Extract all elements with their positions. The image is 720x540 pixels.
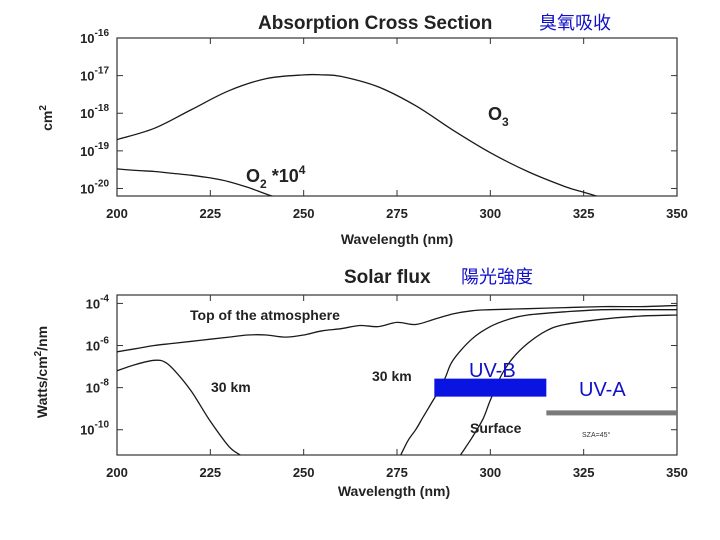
uv-b-band xyxy=(434,378,547,397)
series-label-o3: O3 xyxy=(488,104,509,129)
x-tick-label: 275 xyxy=(386,206,408,221)
solar-flux-panel: Solar flux 陽光強度 10-4 10-6 10-8 10-10 200 225… xyxy=(33,267,688,499)
chart-title: Solar flux xyxy=(344,267,431,288)
x-tick-label: 275 xyxy=(386,465,408,480)
y-tick-label: 10-16 xyxy=(80,28,109,46)
x-axis: 200 225 250 275 300 325 350 xyxy=(106,38,688,221)
series-line-30km xyxy=(400,308,677,455)
y-axis-label: Watts/cm2/nm xyxy=(33,326,50,418)
series-line-surface xyxy=(459,314,677,455)
series-line-30km-left xyxy=(117,359,241,455)
x-tick-label: 225 xyxy=(199,206,221,221)
y-axis: 10-4 10-6 10-8 10-10 xyxy=(80,293,677,438)
y-tick-label: 10-20 xyxy=(80,178,109,196)
uv-a-label: UV-A xyxy=(579,379,626,401)
y-tick-label: 10-6 xyxy=(86,336,110,354)
plot-frame xyxy=(116,37,678,197)
uv-a-band xyxy=(546,410,677,416)
x-tick-label: 250 xyxy=(293,465,315,480)
x-axis-label: Wavelength (nm) xyxy=(338,483,450,499)
y-axis: 10-16 10-17 10-18 10-19 10-20 xyxy=(80,28,677,196)
chart-title-cjk: 臭氧吸收 xyxy=(539,13,611,34)
series-label-o2: O2 *104 xyxy=(246,163,306,191)
x-axis: 200 225 250 275 300 325 350 xyxy=(106,295,688,480)
x-tick-label: 350 xyxy=(666,206,688,221)
y-tick-label: 10-10 xyxy=(80,420,109,438)
chart-title: Absorption Cross Section xyxy=(258,13,492,34)
annotation-surface: Surface xyxy=(470,420,522,436)
x-tick-label: 300 xyxy=(479,465,501,480)
x-tick-label: 200 xyxy=(106,206,128,221)
y-axis-label: cm2 xyxy=(38,105,55,131)
uv-b-label: UV-B xyxy=(469,360,516,382)
x-tick-label: 225 xyxy=(199,465,221,480)
x-tick-label: 325 xyxy=(573,206,595,221)
series-line-top-of-atmosphere xyxy=(117,304,677,353)
x-tick-label: 300 xyxy=(479,206,501,221)
y-tick-label: 10-18 xyxy=(80,103,109,121)
x-tick-label: 200 xyxy=(106,465,128,480)
x-axis-label: Wavelength (nm) xyxy=(341,231,453,247)
series-line-o3 xyxy=(117,73,599,196)
chart-title-cjk: 陽光強度 xyxy=(461,267,533,288)
y-tick-label: 10-4 xyxy=(86,293,110,311)
series-line-o2 xyxy=(117,168,274,196)
annotation-top-of-atmosphere: Top of the atmosphere xyxy=(190,307,340,323)
x-tick-label: 250 xyxy=(293,206,315,221)
y-tick-label: 10-8 xyxy=(86,378,110,396)
annotation-30km: 30 km xyxy=(372,368,412,384)
annotation-30km-left: 30 km xyxy=(211,379,251,395)
y-tick-label: 10-19 xyxy=(80,141,109,159)
x-tick-label: 325 xyxy=(573,465,595,480)
x-tick-label: 350 xyxy=(666,465,688,480)
absorption-panel: Absorption Cross Section 臭氧吸收 10-16 10-17… xyxy=(38,13,688,247)
y-tick-label: 10-17 xyxy=(80,66,109,84)
annotation-sza: SZA=45° xyxy=(582,431,610,439)
